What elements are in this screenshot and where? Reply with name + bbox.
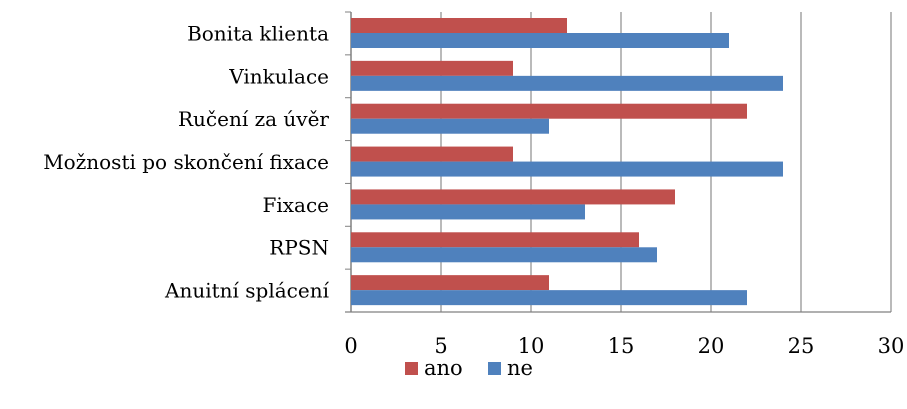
category-label: Fixace	[262, 193, 329, 217]
bar-ne-3	[351, 161, 783, 177]
category-label: Anuitní splácení	[164, 279, 330, 303]
legend: ano ne	[405, 356, 533, 380]
bar-ne-4	[351, 204, 585, 220]
legend-label-ne: ne	[507, 356, 533, 380]
bar-ano-6	[351, 275, 549, 291]
x-tick-label: 15	[608, 334, 635, 358]
legend-swatch-ano	[405, 362, 418, 375]
category-label: Možnosti po skončení fixace	[43, 150, 329, 174]
category-label: Vinkulace	[228, 64, 329, 88]
x-tick-label: 5	[434, 334, 447, 358]
category-label: Ručení za úvěr	[178, 107, 329, 131]
bar-ne-6	[351, 290, 747, 306]
bar-ano-0	[351, 18, 567, 33]
bar-ne-2	[351, 118, 549, 134]
bar-ano-1	[351, 60, 513, 76]
bar-ano-4	[351, 189, 675, 205]
bar-ne-5	[351, 247, 657, 263]
bar-ano-2	[351, 103, 747, 119]
bars	[351, 18, 783, 306]
bar-ne-0	[351, 33, 729, 48]
x-tick-label: 30	[878, 334, 905, 358]
bar-ano-5	[351, 232, 639, 248]
bar-ano-3	[351, 146, 513, 162]
legend-swatch-ne	[488, 362, 501, 375]
x-tick-label: 25	[788, 334, 815, 358]
category-labels: Bonita klienta Vinkulace Ručení za úvěr Mož…	[43, 21, 329, 302]
bar-ne-1	[351, 75, 783, 91]
x-tick-labels: 0 5 10 15 20 25 30	[344, 334, 904, 358]
x-tick-label: 20	[698, 334, 725, 358]
x-tick-label: 10	[518, 334, 545, 358]
category-label: RPSN	[269, 236, 329, 260]
category-label: Bonita klienta	[187, 21, 329, 45]
legend-label-ano: ano	[424, 356, 463, 380]
x-tick-label: 0	[344, 334, 357, 358]
